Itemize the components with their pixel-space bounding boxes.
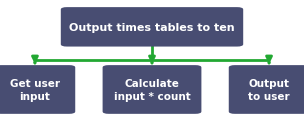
FancyBboxPatch shape [229, 66, 304, 114]
Text: Calculate
input * count: Calculate input * count [114, 79, 190, 101]
FancyBboxPatch shape [0, 66, 75, 114]
Text: Output times tables to ten: Output times tables to ten [69, 23, 235, 33]
FancyBboxPatch shape [103, 66, 201, 114]
Text: Output
to user: Output to user [248, 79, 290, 101]
Text: Get user
input: Get user input [10, 79, 60, 101]
FancyBboxPatch shape [61, 8, 243, 47]
